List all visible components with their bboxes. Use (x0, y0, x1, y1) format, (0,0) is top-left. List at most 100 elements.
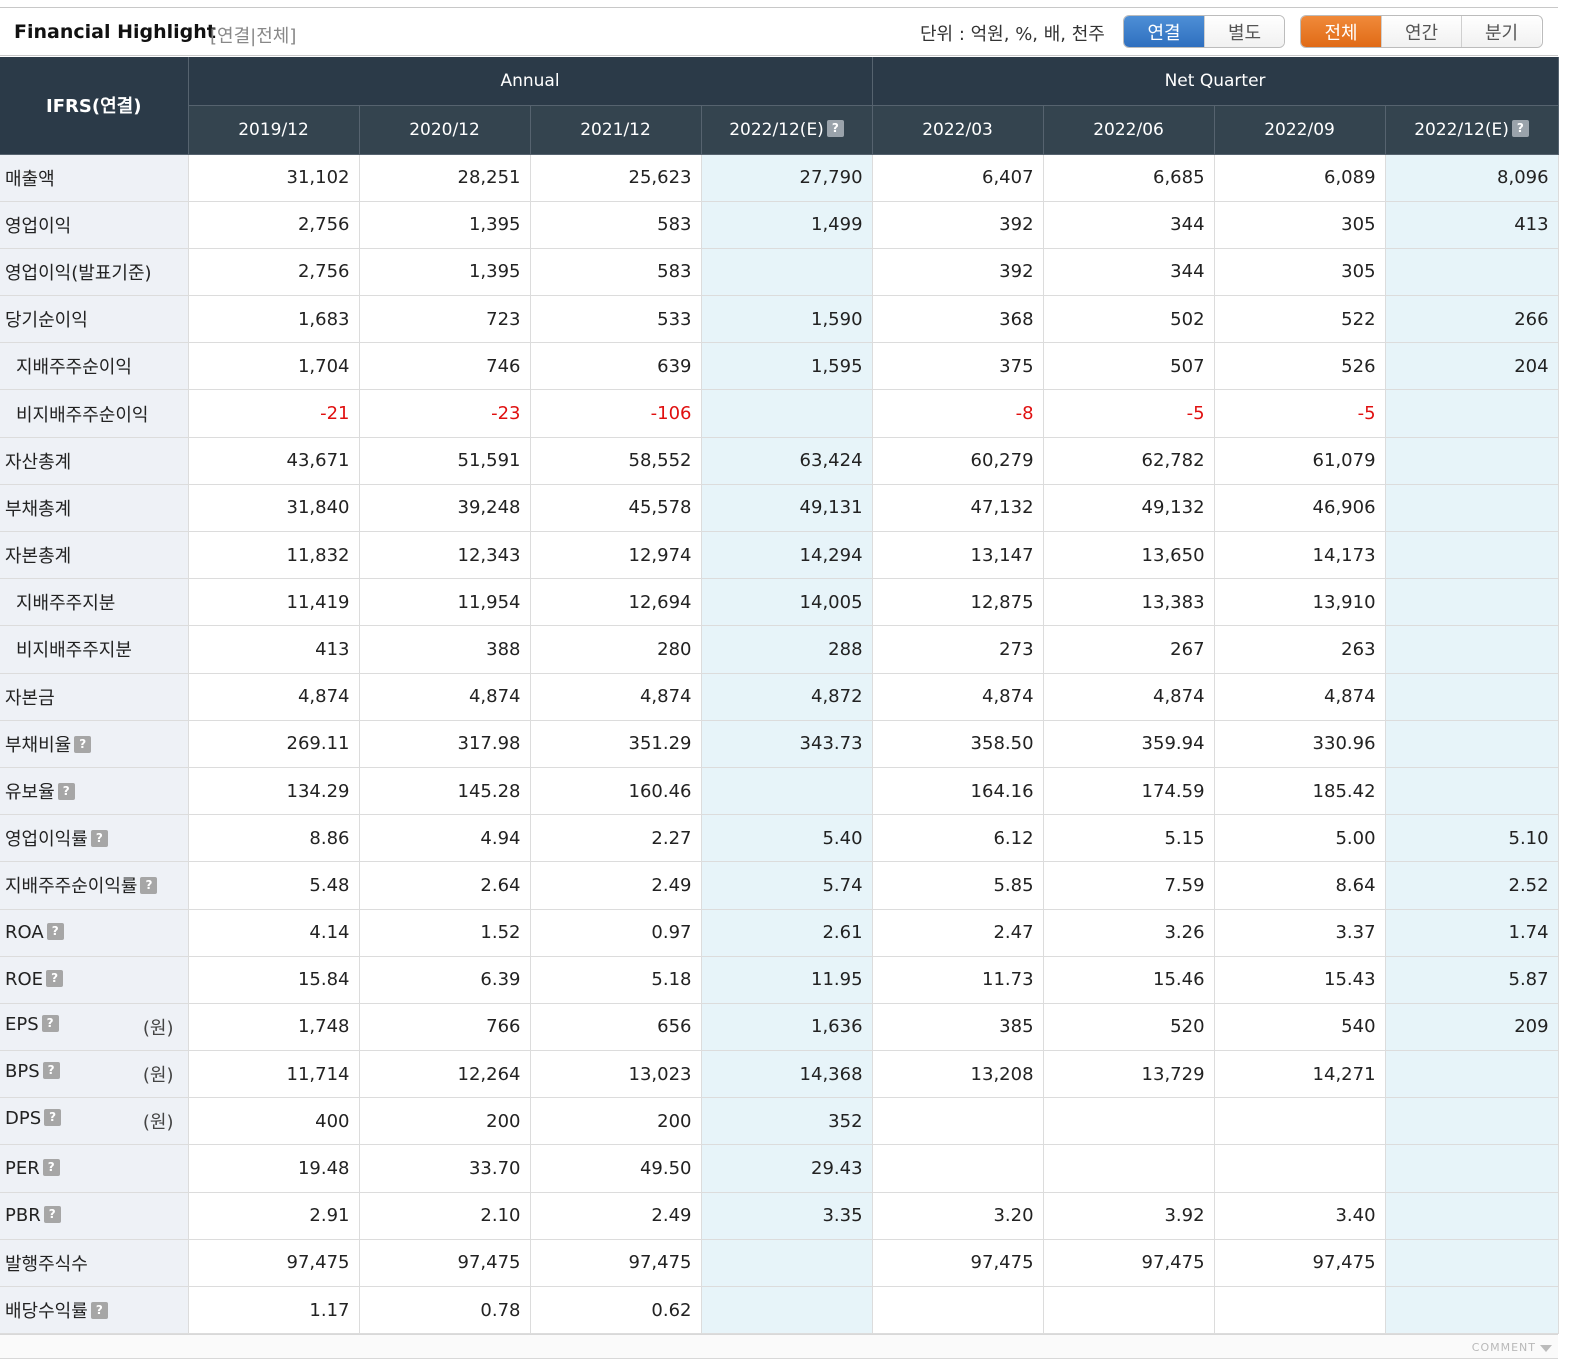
table-cell: 209 (1385, 1003, 1559, 1052)
table-cell: 46,906 (1214, 484, 1386, 533)
table-cell: 723 (359, 295, 531, 344)
help-icon[interactable]: ? (90, 1302, 108, 1320)
table-cell (1214, 1144, 1386, 1193)
table-cell: 5.74 (701, 861, 873, 910)
help-icon[interactable]: ? (46, 970, 64, 988)
table-cell: 2,756 (188, 201, 360, 249)
basis-toggle: 연결 별도 (1123, 15, 1285, 48)
table-cell: -5 (1214, 389, 1386, 438)
table-cell: 200 (359, 1097, 531, 1146)
help-icon[interactable]: ? (42, 1159, 60, 1177)
table-cell: 520 (1043, 1003, 1215, 1052)
table-cell: 583 (530, 201, 702, 249)
table-cell: 27,790 (701, 154, 873, 202)
row-label-text: 유보율 (5, 782, 55, 804)
table-cell (701, 1239, 873, 1288)
period-annual-button[interactable]: 연간 (1381, 16, 1461, 47)
row-label-text: 지배주주순이익률 (5, 876, 138, 898)
period-label: 2021/12 (580, 119, 651, 140)
table-cell: 13,147 (872, 531, 1044, 580)
table-cell: 45,578 (530, 484, 702, 533)
table-cell: 4,874 (359, 673, 531, 721)
help-icon[interactable]: ? (1511, 119, 1529, 137)
table-cell: 97,475 (1214, 1239, 1386, 1288)
row-label: ROA? (0, 909, 189, 957)
row-label-text: ROE (5, 969, 44, 991)
unit-label: 단위 : 억원, %, 배, 천주 (920, 24, 1105, 45)
table-cell: 522 (1214, 295, 1386, 344)
group-header-quarter: Net Quarter (872, 57, 1559, 106)
row-unit: (원) (142, 1017, 174, 1039)
row-label: 부채총계 (0, 484, 189, 533)
basis-separate-button[interactable]: 별도 (1204, 16, 1284, 47)
table-cell: 58,552 (530, 437, 702, 485)
table-cell: 3.35 (701, 1192, 873, 1240)
table-cell: 1,704 (188, 342, 360, 391)
table-cell: 13,910 (1214, 578, 1386, 627)
period-all-button[interactable]: 전체 (1301, 16, 1381, 47)
table-row: BPS? (원) 11,714 12,264 13,023 14,368 13,208 13,… (0, 1050, 1559, 1099)
help-icon[interactable]: ? (46, 923, 64, 941)
table-cell: 533 (530, 295, 702, 344)
help-icon[interactable]: ? (90, 830, 108, 848)
help-icon[interactable]: ? (826, 119, 844, 137)
table-cell: 2.91 (188, 1192, 360, 1240)
table-cell: -106 (530, 389, 702, 438)
help-icon[interactable]: ? (43, 1206, 61, 1224)
table-cell (1385, 1286, 1559, 1335)
table-cell: 0.97 (530, 909, 702, 957)
table-row: 부채비율? 269.11 317.98 351.29 343.73 358.50 359.9… (0, 720, 1559, 768)
table-cell: 359.94 (1043, 720, 1215, 768)
basis-consolidated-button[interactable]: 연결 (1124, 16, 1204, 47)
table-cell: 317.98 (359, 720, 531, 768)
table-cell: 49.50 (530, 1144, 702, 1193)
table-cell: 12,974 (530, 531, 702, 580)
table-cell (1385, 578, 1559, 627)
table-cell: 12,264 (359, 1050, 531, 1099)
group-header-annual: Annual (188, 57, 873, 106)
period-label: 2022/03 (922, 119, 993, 140)
help-icon[interactable]: ? (74, 735, 92, 753)
table-cell: 2.47 (872, 909, 1044, 957)
row-label-text: PER (5, 1158, 40, 1180)
chevron-down-icon[interactable] (1540, 1345, 1552, 1352)
table-cell: 14,271 (1214, 1050, 1386, 1099)
row-label-text: 부채비율 (5, 734, 72, 756)
table-row: DPS? (원) 400 200 200 352 (0, 1097, 1559, 1146)
help-icon[interactable]: ? (44, 1109, 62, 1127)
table-cell: 273 (872, 625, 1044, 674)
row-label-text: 영업이익률 (5, 829, 88, 851)
row-label: 비지배주주순이익 (0, 389, 189, 438)
comment-bar[interactable]: COMMENT (0, 1334, 1558, 1359)
table-cell: 2,756 (188, 248, 360, 297)
table-row: EPS? (원) 1,748 766 656 1,636 385 520 540 209 (0, 1003, 1559, 1052)
table-cell: 160.46 (530, 767, 702, 816)
help-icon[interactable]: ? (140, 877, 158, 895)
table-cell: 97,475 (359, 1239, 531, 1288)
table-row: 비지배주주순이익 -21 -23 -106 -8 -5 -5 (0, 389, 1559, 438)
table-cell: 288 (701, 625, 873, 674)
table-cell: 266 (1385, 295, 1559, 344)
row-label: 지배주주순이익 (0, 342, 189, 391)
table-cell (1385, 531, 1559, 580)
row-label-text: 영업이익 (5, 215, 72, 237)
help-icon[interactable]: ? (57, 783, 75, 801)
comment-toggle-label[interactable]: COMMENT (1471, 1341, 1536, 1354)
table-cell (701, 1286, 873, 1335)
row-label-text: 지배주주지분 (16, 593, 116, 615)
table-cell: 14,173 (1214, 531, 1386, 580)
help-icon[interactable]: ? (42, 1062, 60, 1080)
period-quarter-button[interactable]: 분기 (1461, 16, 1541, 47)
table-cell: 25,623 (530, 154, 702, 202)
table-cell: 1,595 (701, 342, 873, 391)
table-cell: 43,671 (188, 437, 360, 485)
table-cell: 5.00 (1214, 814, 1386, 863)
row-label: 자본총계 (0, 531, 189, 580)
row-label-text: ROA (5, 922, 44, 944)
table-cell (1385, 767, 1559, 816)
table-row: ROA? 4.14 1.52 0.97 2.61 2.47 3.26 3.37 1.74 (0, 909, 1559, 957)
help-icon[interactable]: ? (41, 1014, 59, 1032)
table-cell: 388 (359, 625, 531, 674)
table-cell: 1.52 (359, 909, 531, 957)
row-unit: (원) (142, 1112, 174, 1134)
